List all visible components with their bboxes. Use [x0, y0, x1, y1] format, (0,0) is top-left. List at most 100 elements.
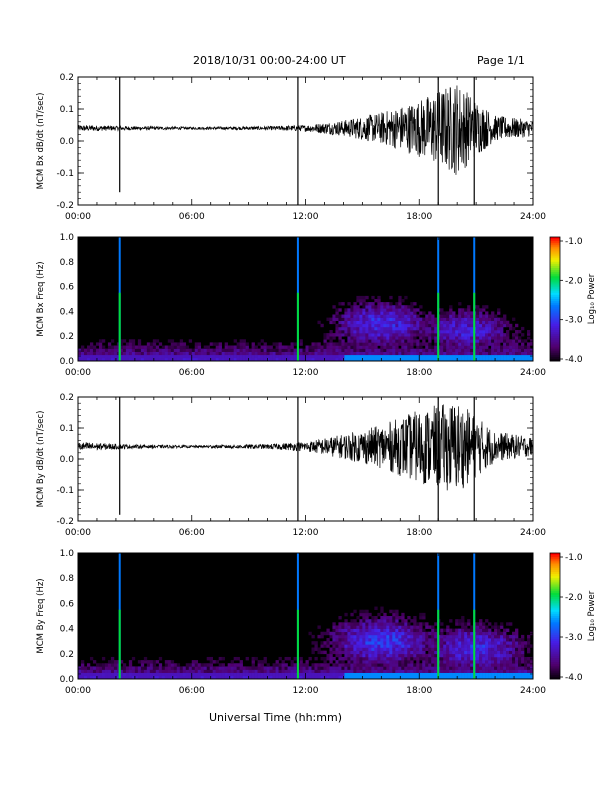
heat-cell — [389, 619, 393, 623]
heat-cell — [281, 345, 285, 349]
heat-cell — [527, 656, 531, 661]
heat-cell — [317, 345, 321, 349]
heat-cell — [476, 660, 480, 664]
colorbar-segment — [550, 346, 560, 349]
heat-cell — [89, 351, 94, 356]
heat-cell — [128, 345, 133, 349]
heat-cell — [356, 311, 360, 315]
heat-cell — [356, 638, 360, 642]
heat-cell — [443, 663, 447, 667]
heat-cell — [350, 644, 354, 648]
heat-cell — [386, 625, 390, 629]
heat-cell — [92, 672, 97, 677]
heat-cell — [431, 348, 435, 352]
heat-cell — [332, 336, 336, 340]
heat-cell — [107, 351, 112, 356]
heat-cell — [416, 345, 420, 349]
heat-cell — [389, 302, 393, 306]
heat-cell — [173, 351, 178, 356]
heat-cell — [446, 345, 450, 349]
heat-cell — [161, 672, 166, 677]
heat-cell — [89, 656, 94, 661]
heat-cell — [278, 354, 282, 359]
heat-cell — [293, 666, 297, 670]
heat-cell — [365, 653, 369, 658]
heat-cell — [338, 314, 342, 318]
heat-cell — [362, 345, 366, 349]
heat-cell — [347, 323, 351, 328]
heat-cell — [119, 675, 124, 680]
heat-cell — [386, 660, 390, 664]
heat-cell — [389, 317, 393, 321]
heat-cell — [497, 336, 501, 340]
heat-cell — [497, 644, 501, 648]
heat-cell — [485, 653, 489, 658]
heat-cell — [173, 357, 178, 362]
heat-cell — [512, 638, 516, 642]
heat-cell — [410, 311, 414, 315]
heat-cell — [119, 357, 124, 362]
heat-cell — [134, 666, 139, 670]
panel-3-x-tick-label: 18:00 — [406, 686, 432, 696]
heat-cell — [386, 656, 390, 661]
heat-cell — [470, 354, 474, 359]
heat-cell — [470, 326, 474, 331]
heat-cell — [452, 656, 456, 661]
heat-cell — [125, 345, 130, 349]
heat-cell — [254, 351, 258, 356]
colorbar-segment — [550, 241, 560, 244]
heat-cell — [290, 669, 294, 673]
heat-cell — [485, 641, 489, 645]
heat-cell — [332, 354, 336, 359]
heat-cell — [491, 351, 495, 356]
heat-cell — [278, 351, 282, 356]
heat-cell — [452, 644, 456, 648]
heat-cell — [479, 675, 483, 680]
heat-cell — [383, 339, 387, 343]
heat-cell — [317, 647, 321, 651]
heat-cell — [161, 348, 166, 352]
heat-cell — [416, 357, 420, 362]
heat-cell — [344, 612, 348, 617]
heat-cell — [143, 672, 148, 677]
heat-cell — [518, 357, 522, 362]
heat-cell — [152, 666, 157, 670]
heat-cell — [332, 656, 336, 661]
colorbar-segment — [550, 253, 560, 256]
heat-cell — [461, 342, 465, 346]
heat-cell — [335, 357, 339, 362]
heat-cell — [515, 354, 519, 359]
heat-cell — [215, 666, 219, 670]
heat-cell — [332, 345, 336, 349]
heat-cell — [491, 330, 495, 334]
heat-cell — [521, 357, 525, 362]
heat-cell — [491, 675, 495, 680]
heat-cell — [509, 647, 513, 651]
heat-cell — [416, 622, 420, 626]
heat-cell — [335, 672, 339, 677]
heat-cell — [272, 348, 276, 352]
panel-3-cells — [78, 606, 534, 680]
heat-cell — [392, 647, 396, 651]
panel-1-colorbar-tick-label: -4.0 — [565, 355, 583, 365]
heat-cell — [179, 339, 184, 343]
heat-cell — [236, 357, 240, 362]
heat-cell — [497, 625, 501, 629]
heat-cell — [521, 672, 525, 677]
heat-cell — [374, 653, 378, 658]
heat-cell — [458, 314, 462, 318]
heat-cell — [389, 656, 393, 661]
heat-cell — [389, 308, 393, 312]
heat-cell — [509, 663, 513, 667]
heat-cell — [443, 647, 447, 651]
heat-cell — [233, 656, 237, 661]
heat-cell — [197, 357, 202, 362]
heat-cell — [224, 342, 228, 346]
heat-cell — [518, 336, 522, 340]
heat-cell — [482, 672, 486, 677]
heat-cell — [242, 345, 246, 349]
heat-cell — [302, 666, 306, 670]
heat-cell — [398, 326, 402, 331]
heat-cell — [323, 641, 327, 645]
heat-cell — [281, 354, 285, 359]
